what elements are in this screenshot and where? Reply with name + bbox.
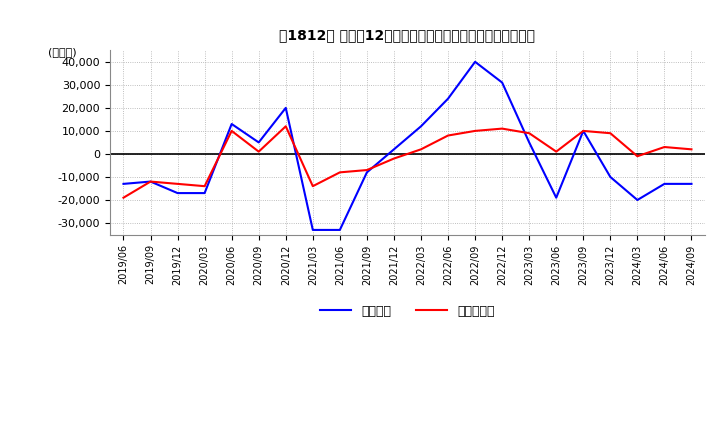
経常利益 bbox=[146, 179, 155, 184]
Line: 経常利益: 経常利益 bbox=[123, 62, 691, 230]
当期純利益 bbox=[390, 156, 398, 161]
Legend: 経常利益, 当期純利益: 経常利益, 当期純利益 bbox=[315, 300, 500, 323]
経常利益 bbox=[228, 121, 236, 127]
当期純利益 bbox=[444, 133, 452, 138]
当期純利益 bbox=[579, 128, 588, 134]
経常利益 bbox=[498, 80, 506, 85]
経常利益 bbox=[417, 124, 426, 129]
当期純利益 bbox=[525, 131, 534, 136]
経常利益 bbox=[363, 170, 372, 175]
経常利益 bbox=[444, 96, 452, 101]
Line: 当期純利益: 当期純利益 bbox=[123, 126, 691, 198]
経常利益 bbox=[525, 140, 534, 145]
経常利益 bbox=[471, 59, 480, 65]
経常利益 bbox=[579, 128, 588, 134]
経常利益 bbox=[254, 140, 263, 145]
当期純利益 bbox=[308, 183, 317, 189]
当期純利益 bbox=[417, 147, 426, 152]
当期純利益 bbox=[606, 131, 615, 136]
当期純利益 bbox=[336, 170, 344, 175]
当期純利益 bbox=[119, 195, 127, 200]
当期純利益 bbox=[687, 147, 696, 152]
Y-axis label: (百万円): (百万円) bbox=[48, 47, 76, 57]
経常利益 bbox=[633, 198, 642, 203]
当期純利益 bbox=[282, 124, 290, 129]
当期純利益 bbox=[633, 154, 642, 159]
当期純利益 bbox=[552, 149, 561, 154]
経常利益 bbox=[308, 227, 317, 233]
当期純利益 bbox=[471, 128, 480, 134]
経常利益 bbox=[336, 227, 344, 233]
Title: ［1812］ 利益の12か月移動合計の対前年同期増減額の推移: ［1812］ 利益の12か月移動合計の対前年同期増減額の推移 bbox=[279, 28, 536, 42]
当期純利益 bbox=[660, 144, 669, 150]
当期純利益 bbox=[146, 179, 155, 184]
当期純利益 bbox=[363, 167, 372, 172]
当期純利益 bbox=[174, 181, 182, 187]
経常利益 bbox=[200, 191, 209, 196]
経常利益 bbox=[282, 105, 290, 110]
当期純利益 bbox=[228, 128, 236, 134]
経常利益 bbox=[606, 174, 615, 180]
当期純利益 bbox=[498, 126, 506, 131]
経常利益 bbox=[660, 181, 669, 187]
経常利益 bbox=[687, 181, 696, 187]
経常利益 bbox=[390, 147, 398, 152]
当期純利益 bbox=[254, 149, 263, 154]
当期純利益 bbox=[200, 183, 209, 189]
経常利益 bbox=[174, 191, 182, 196]
経常利益 bbox=[552, 195, 561, 200]
経常利益 bbox=[119, 181, 127, 187]
